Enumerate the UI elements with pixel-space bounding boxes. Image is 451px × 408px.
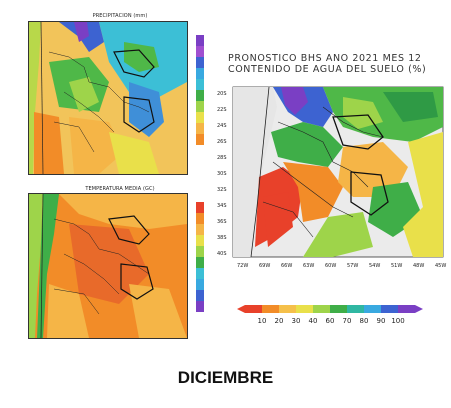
precipitation-colorbar	[196, 35, 204, 145]
lat-tick-label: 24S	[217, 123, 227, 129]
lon-tick-label: 51W	[391, 263, 402, 269]
colorbar-segment	[398, 305, 415, 313]
lat-tick-label: 32S	[217, 187, 227, 193]
colorbar-segment	[381, 305, 398, 313]
temperature-title: TEMPERATURA MEDIA (GC)	[85, 186, 155, 192]
soil-lat-axis: 20S 22S 24S 26S 28S 30S 32S 34S 36S 38S 40S	[217, 91, 227, 257]
colorbar-segment	[262, 305, 279, 313]
lat-tick-label: 22S	[217, 107, 227, 113]
colorbar-tick-label: 40	[309, 317, 318, 325]
colorbar-tick-label: 60	[326, 317, 335, 325]
precipitation-panel: PRECIPITACION (mm)	[0, 0, 212, 180]
temperature-colorbar	[196, 202, 204, 312]
lat-tick-label: 34S	[217, 203, 227, 209]
lat-tick-label: 28S	[217, 155, 227, 161]
lon-tick-label: 66W	[281, 263, 292, 269]
colorbar-tick-label: 30	[292, 317, 301, 325]
colorbar-arrow-low	[237, 305, 245, 313]
colorbar-tick-label: 100	[391, 317, 404, 325]
lon-tick-label: 45W	[435, 263, 446, 269]
colorbar-segment	[245, 305, 262, 313]
lon-tick-label: 63W	[303, 263, 314, 269]
lat-tick-label: 26S	[217, 139, 227, 145]
lon-tick-label: 48W	[413, 263, 424, 269]
lat-tick-label: 30S	[217, 171, 227, 177]
precipitation-title: PRECIPITACION (mm)	[92, 13, 148, 19]
soil-lon-axis: 72W 69W 66W 63W 60W 57W 54W 51W 48W 45W	[237, 263, 446, 269]
colorbar-tick-label: 70	[343, 317, 352, 325]
lat-tick-label: 36S	[217, 219, 227, 225]
colorbar-segment	[364, 305, 381, 313]
temperature-panel: TEMPERATURA MEDIA (GC)	[0, 180, 212, 345]
lat-tick-label: 40S	[217, 251, 227, 257]
soil-panel: 20S 22S 24S 26S 28S 30S 32S 34S 36S 38S 40S 72W 69W…	[215, 85, 451, 325]
lat-tick-label: 38S	[217, 235, 227, 241]
colorbar-tick-label: 20	[275, 317, 284, 325]
colorbar-tick-label: 80	[360, 317, 369, 325]
colorbar-tick-label: 10	[258, 317, 267, 325]
colorbar-segment	[313, 305, 330, 313]
soil-panel-title: PRONOSTICO BHS ANO 2021 MES 12 CONTENIDO…	[228, 53, 443, 75]
colorbar-arrow-high	[415, 305, 423, 313]
soil-title-line1: PRONOSTICO BHS ANO 2021 MES 12	[228, 53, 422, 64]
lon-tick-label: 60W	[325, 263, 336, 269]
month-label: DICIEMBRE	[177, 368, 274, 387]
lon-tick-label: 54W	[369, 263, 380, 269]
lon-tick-label: 57W	[347, 263, 358, 269]
lon-tick-label: 72W	[237, 263, 248, 269]
colorbar-tick-label: 90	[377, 317, 386, 325]
lat-tick-label: 20S	[217, 91, 227, 97]
colorbar-segment	[330, 305, 347, 313]
temperature-map	[28, 193, 188, 339]
soil-map: 20S 22S 24S 26S 28S 30S 32S 34S 36S 38S 40S 72W 69W…	[217, 86, 446, 269]
lon-tick-label: 69W	[259, 263, 270, 269]
soil-title-line2: CONTENIDO DE AGUA DEL SUELO (%)	[228, 64, 427, 75]
precipitation-map	[28, 21, 188, 175]
colorbar-segment	[296, 305, 313, 313]
colorbar-segment	[347, 305, 364, 313]
soil-colorbar: 10 20 30 40 60 70 80 90 100	[237, 305, 423, 325]
colorbar-segment	[279, 305, 296, 313]
